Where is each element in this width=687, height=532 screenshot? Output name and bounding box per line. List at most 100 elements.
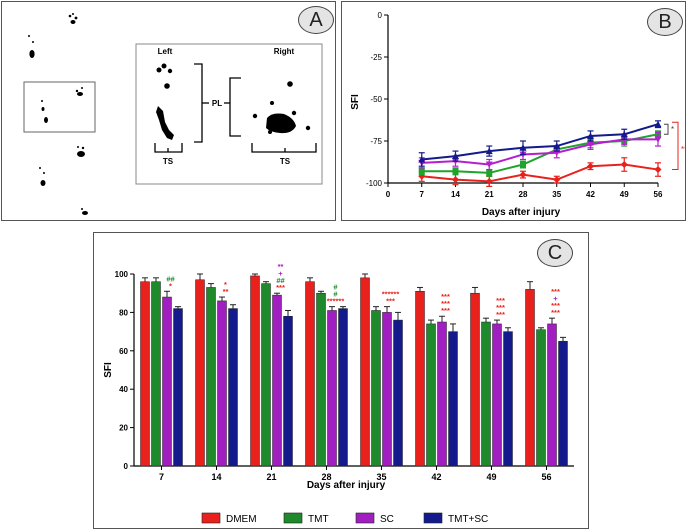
- bar-SC: [492, 323, 502, 467]
- bar-TMT+SC: [558, 340, 568, 467]
- bar-SC: [162, 296, 172, 467]
- significance-label: ***: [496, 310, 505, 319]
- walking-track-prints: [28, 13, 88, 215]
- y-tick-label: 100: [115, 270, 129, 279]
- x-tick-label: 35: [552, 190, 561, 199]
- x-tick-label: 42: [431, 472, 441, 482]
- x-axis-label: Days after injury: [307, 480, 386, 491]
- significance-label: ***: [551, 308, 560, 317]
- data-point: [587, 132, 594, 139]
- x-tick-label: 7: [420, 190, 425, 199]
- bar-TMT: [371, 310, 381, 467]
- data-point: [418, 155, 426, 163]
- x-tick-label: 0: [386, 190, 391, 199]
- bar-DMEM: [470, 292, 480, 467]
- data-point: [654, 136, 662, 143]
- legend: DMEM TMT SC TMT+SC: [201, 512, 488, 525]
- significance-label: #: [333, 290, 338, 299]
- significance-label: **: [223, 287, 229, 296]
- bar-DMEM: [305, 281, 315, 467]
- data-point: [553, 142, 561, 150]
- legend-label: SC: [380, 514, 394, 525]
- data-point: [553, 176, 561, 184]
- series-line: [421, 123, 659, 161]
- data-point: [620, 161, 628, 169]
- bar-SC: [437, 321, 447, 467]
- right-footprint: [252, 81, 311, 134]
- data-point: [485, 177, 493, 185]
- x-tick-label: 28: [321, 472, 331, 482]
- series-line: [421, 138, 658, 166]
- x-tick-label: 56: [654, 190, 663, 199]
- significance-label: +: [553, 294, 558, 303]
- legend-label: DMEM: [226, 514, 257, 525]
- ts-left-label: TS: [163, 157, 174, 166]
- pl-label: PL: [212, 99, 222, 108]
- bar-group-day-49: [470, 286, 513, 467]
- y-tick-label: 60: [119, 347, 128, 356]
- bar-TMT: [316, 292, 326, 467]
- bar-TMT+SC: [448, 331, 458, 467]
- data-point: [485, 161, 493, 169]
- x-tick-label: 21: [266, 472, 276, 482]
- sig-label: *: [671, 125, 674, 134]
- bar-SC: [382, 312, 392, 467]
- panel-c-bar-chart: C 0 20 40 60 80 100 7 14 21 28 35 42 49 56 ## * * ** ** + #…: [93, 232, 589, 529]
- significance-label: ***: [441, 292, 450, 301]
- data-point: [519, 144, 527, 151]
- bar-DMEM: [195, 279, 205, 467]
- data-point: [485, 147, 493, 155]
- legend-swatch-DMEM: [201, 512, 221, 524]
- y-tick-label: -75: [370, 137, 382, 146]
- significance-label: ***: [386, 297, 395, 306]
- data-point: [486, 169, 493, 176]
- bar-DMEM: [140, 281, 150, 467]
- y-tick-label: -25: [370, 53, 382, 62]
- series-line: [421, 133, 659, 174]
- legend-swatch-TMT: [283, 512, 303, 524]
- bar-SC: [217, 300, 227, 467]
- significance-label: #: [333, 283, 338, 292]
- x-tick-label: 35: [376, 472, 386, 482]
- x-tick-label: 7: [159, 472, 164, 482]
- x-tick-label: 49: [620, 190, 629, 199]
- y-tick-label: -50: [370, 95, 382, 104]
- bar-TMT+SC: [173, 308, 183, 467]
- y-axis-label: SFI: [103, 362, 114, 378]
- bar-TMT+SC: [283, 315, 293, 467]
- bar-TMT: [151, 281, 161, 467]
- significance-label: ***: [441, 299, 450, 308]
- y-tick-label: 40: [119, 385, 128, 394]
- significance-label: *: [169, 281, 172, 290]
- panel-b-badge: B: [647, 8, 683, 36]
- significance-label: *: [224, 280, 227, 289]
- bar-TMT+SC: [228, 308, 238, 467]
- data-point: [452, 152, 459, 160]
- significance-label: ******: [382, 290, 400, 299]
- panel-a-footprints: A Left Right: [1, 1, 336, 221]
- y-axis-label: SFI: [350, 94, 361, 110]
- zoom-box: [23, 81, 96, 133]
- significance-label: ##: [166, 274, 175, 283]
- x-tick-label: 28: [519, 190, 528, 199]
- bar-TMT+SC: [503, 331, 513, 467]
- y-tick-label: 80: [119, 308, 128, 317]
- right-label: Right: [274, 47, 295, 56]
- significance-label: **: [278, 262, 284, 271]
- data-point: [418, 168, 425, 175]
- bar-group-day-7: [140, 277, 183, 467]
- x-tick-label: 49: [486, 472, 496, 482]
- sig-bracket: [672, 121, 679, 171]
- data-point: [520, 161, 526, 168]
- significance-label: +: [278, 269, 283, 278]
- bar-group-day-56: [525, 281, 568, 467]
- x-axis-label: Days after injury: [482, 207, 561, 218]
- significance-label: ***: [496, 303, 505, 312]
- data-point: [654, 120, 662, 128]
- significance-label: ******: [327, 297, 345, 306]
- data-point: [452, 176, 459, 184]
- series-line: [421, 163, 659, 183]
